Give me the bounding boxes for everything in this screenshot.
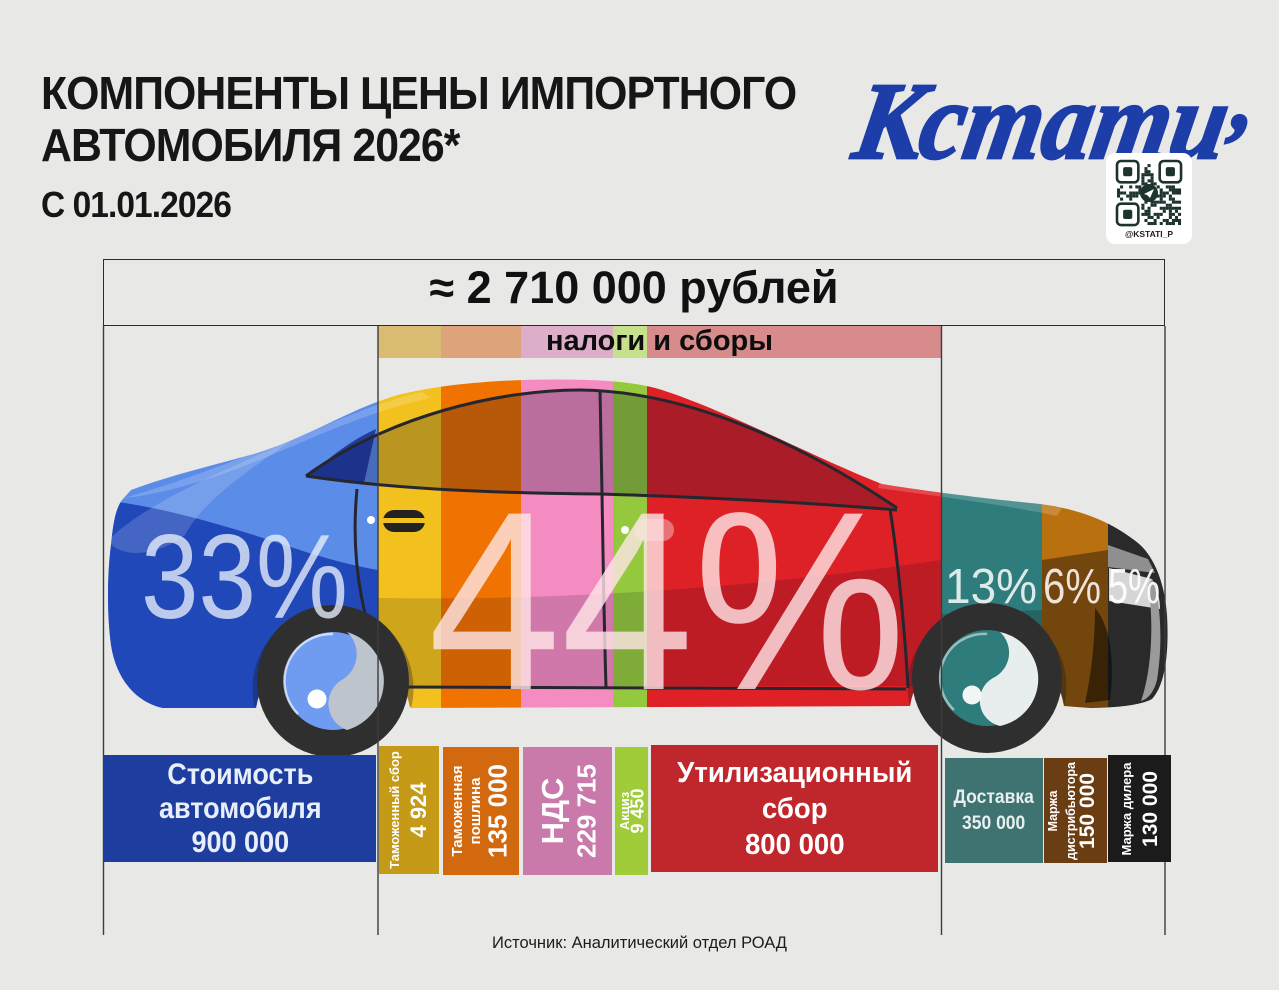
svg-text:33%: 33% — [141, 510, 348, 644]
svg-text:5%: 5% — [1108, 560, 1160, 614]
svg-text:44%: 44% — [428, 459, 906, 744]
svg-text:13%: 13% — [945, 560, 1037, 614]
svg-text:6%: 6% — [1043, 560, 1101, 614]
